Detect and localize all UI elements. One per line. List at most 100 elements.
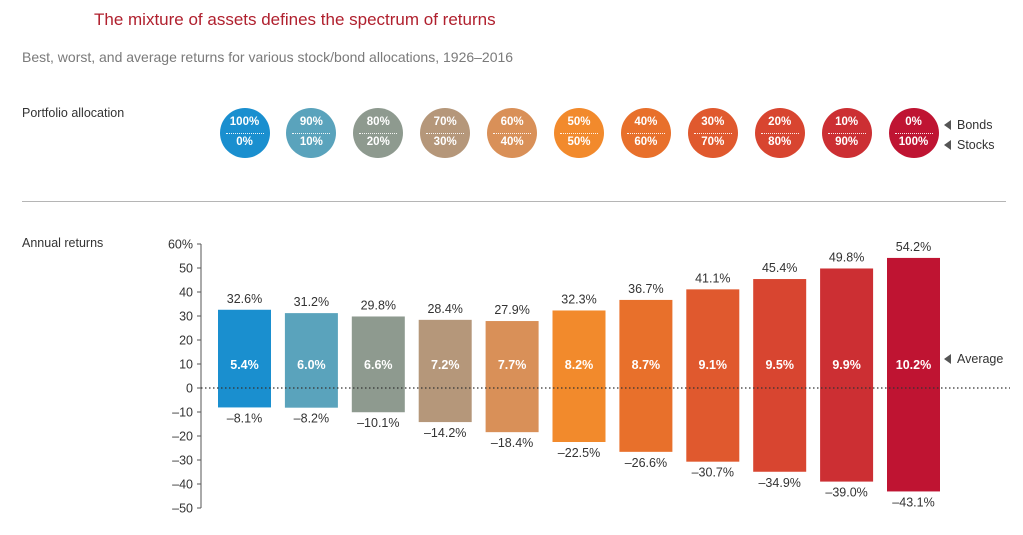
best-return-label: 31.2%: [294, 295, 329, 309]
allocation-circle: 70% 30%: [420, 108, 471, 158]
worst-return-label: –22.5%: [558, 446, 600, 460]
stocks-legend: Stocks: [944, 138, 995, 152]
average-return-label: 9.5%: [765, 358, 794, 372]
stocks-percent: 80%: [768, 136, 792, 148]
average-return-label: 6.0%: [297, 358, 326, 372]
best-return-label: 49.8%: [829, 250, 864, 264]
circle-divider: [827, 132, 866, 134]
best-return-label: 32.6%: [227, 292, 262, 306]
stocks-percent: 30%: [433, 136, 457, 148]
worst-return-label: –43.1%: [892, 495, 934, 509]
bonds-percent: 60%: [500, 116, 524, 128]
bonds-percent: 50%: [567, 116, 591, 128]
chart-subtitle: Best, worst, and average returns for var…: [22, 49, 514, 65]
chart-title: The mixture of assets defines the spectr…: [94, 10, 496, 29]
circle-divider: [626, 132, 665, 134]
bonds-percent: 100%: [229, 116, 260, 128]
bonds-legend-label: Bonds: [957, 118, 993, 132]
stocks-percent: 50%: [567, 136, 591, 148]
y-tick-label: 50: [179, 262, 193, 276]
return-range-bar: [820, 268, 874, 482]
average-return-label: 6.6%: [364, 358, 393, 372]
left-triangle-icon: [944, 140, 951, 150]
allocation-circle: 30% 70%: [687, 108, 738, 158]
best-return-label: 36.7%: [628, 282, 663, 296]
average-return-label: 10.2%: [896, 358, 931, 372]
average-legend: Average: [944, 352, 1003, 366]
average-return-label: 7.2%: [431, 358, 460, 372]
best-return-label: 32.3%: [561, 292, 596, 306]
average-legend-label: Average: [957, 352, 1004, 366]
bonds-percent: 20%: [768, 116, 792, 128]
bonds-percent: 40%: [634, 116, 658, 128]
best-return-label: 45.4%: [762, 261, 797, 275]
y-tick-label: –40: [172, 478, 193, 492]
average-return-label: 9.1%: [699, 358, 728, 372]
circle-divider: [225, 132, 264, 134]
stocks-percent: 60%: [634, 136, 658, 148]
circle-divider: [560, 132, 598, 134]
return-range-bar: [485, 321, 539, 433]
stocks-percent: 0%: [236, 136, 253, 148]
circle-divider: [693, 132, 732, 134]
stocks-percent: 20%: [366, 136, 390, 148]
return-range-bar: [218, 309, 271, 408]
portfolio-allocation-label: Portfolio allocation: [22, 106, 125, 120]
annual-returns-label: Annual returns: [22, 236, 104, 250]
worst-return-label: –14.2%: [424, 426, 466, 440]
stocks-percent: 40%: [500, 136, 524, 148]
allocation-circle: 50% 50%: [554, 108, 604, 158]
stocks-percent: 10%: [299, 136, 323, 148]
allocation-circle: 0% 100%: [888, 108, 939, 158]
worst-return-label: –10.1%: [357, 416, 399, 430]
left-triangle-icon: [944, 120, 951, 130]
stocks-percent: 90%: [835, 136, 859, 148]
return-range-bar: [552, 310, 606, 442]
y-tick-label: –50: [172, 502, 193, 516]
average-return-label: 7.7%: [498, 358, 527, 372]
bonds-legend: Bonds: [944, 118, 992, 132]
average-return-label: 5.4%: [230, 358, 259, 372]
stocks-percent: 70%: [701, 136, 725, 148]
y-tick-label: 60%: [168, 238, 193, 252]
best-return-label: 41.1%: [695, 271, 730, 285]
allocation-circle: 80% 20%: [353, 108, 404, 158]
return-range-bar: [887, 257, 940, 492]
section-divider: [22, 201, 1006, 202]
left-triangle-icon: [944, 354, 951, 364]
best-return-label: 29.8%: [361, 298, 396, 312]
return-range-bar: [284, 313, 338, 408]
worst-return-label: –39.0%: [825, 486, 867, 500]
circle-divider: [426, 132, 465, 134]
return-range-bar: [619, 299, 673, 452]
bonds-percent: 0%: [905, 116, 922, 128]
bonds-percent: 10%: [835, 116, 859, 128]
y-tick-label: 30: [179, 310, 193, 324]
y-tick-label: –10: [172, 406, 193, 420]
bonds-percent: 90%: [299, 116, 323, 128]
y-tick-label: –20: [172, 430, 193, 444]
bonds-percent: 30%: [701, 116, 725, 128]
y-tick-label: 20: [179, 334, 193, 348]
bonds-percent: 80%: [366, 116, 390, 128]
y-tick-label: 0: [186, 382, 193, 396]
circle-divider: [493, 132, 532, 134]
allocation-circle: 20% 80%: [754, 108, 805, 158]
worst-return-label: –8.2%: [294, 412, 329, 426]
y-tick-label: –30: [172, 454, 193, 468]
worst-return-label: –34.9%: [758, 476, 800, 490]
stocks-legend-label: Stocks: [957, 138, 995, 152]
allocation-circle: 90% 10%: [286, 108, 337, 158]
allocation-circle: 60% 40%: [487, 108, 538, 158]
worst-return-label: –30.7%: [692, 466, 734, 480]
circle-divider: [894, 132, 933, 134]
worst-return-label: –18.4%: [491, 436, 533, 450]
return-range-bar: [351, 316, 405, 413]
bonds-percent: 70%: [433, 116, 457, 128]
y-tick-label: 40: [179, 286, 193, 300]
allocation-circle: 100% 0%: [219, 108, 270, 158]
circle-divider: [359, 132, 398, 134]
worst-return-label: –8.1%: [227, 411, 262, 425]
return-range-bar: [418, 319, 472, 423]
worst-return-label: –26.6%: [625, 456, 667, 470]
